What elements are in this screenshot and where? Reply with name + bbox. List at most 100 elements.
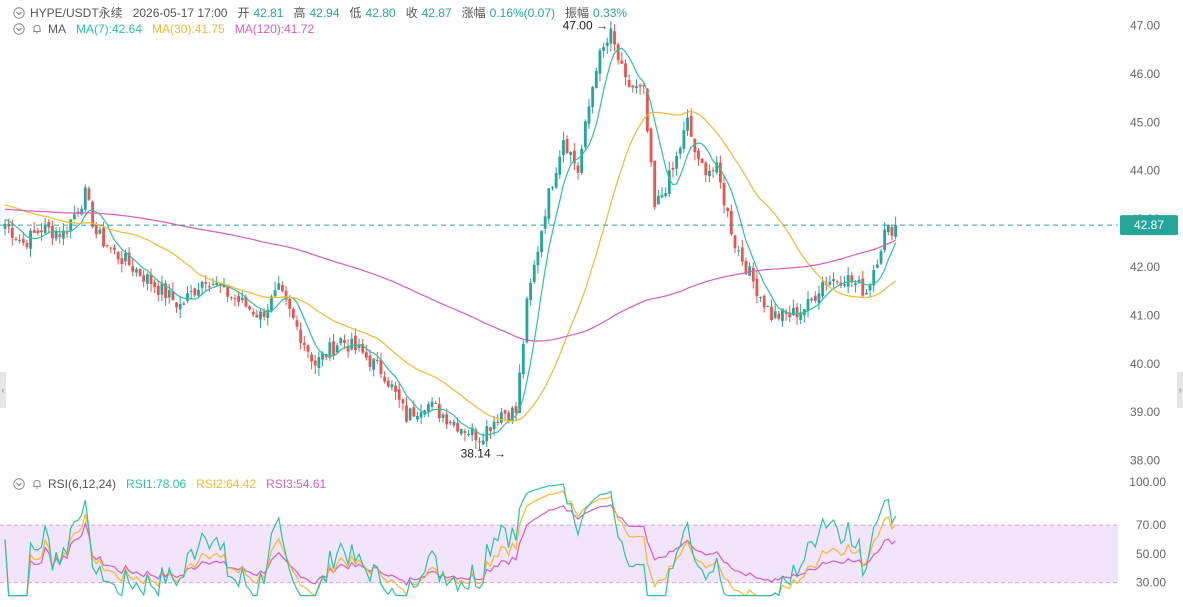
candle-body: [562, 140, 565, 155]
candle-body: [368, 355, 372, 367]
candle-body: [120, 258, 124, 265]
candle-body: [149, 274, 153, 285]
candle-body: [616, 44, 620, 61]
candle-body: [496, 421, 500, 423]
close-value: 42.87: [421, 5, 452, 20]
candle-body: [682, 130, 686, 149]
candle-body: [514, 406, 518, 413]
chevron-down-icon[interactable]: [12, 477, 26, 491]
candle-body: [299, 329, 303, 343]
bell-icon[interactable]: [30, 477, 44, 491]
candle-body: [773, 311, 777, 319]
chevron-down-icon[interactable]: [12, 6, 26, 20]
candle-body: [127, 252, 131, 266]
candle-body: [237, 295, 240, 303]
candle-body: [492, 421, 496, 430]
candle-body: [397, 389, 401, 400]
candle-body: [817, 293, 821, 304]
candle-body: [135, 269, 138, 273]
ma7-line: [4, 47, 897, 436]
candle-body: [14, 238, 18, 240]
change-label: 涨幅: [461, 6, 486, 20]
candle-body: [350, 338, 354, 350]
amplitude-label: 振幅: [565, 6, 590, 20]
candle-body: [894, 225, 897, 237]
candle-body: [521, 343, 525, 375]
candle-body: [401, 399, 405, 404]
candle-body: [525, 298, 529, 343]
candle-body: [748, 266, 751, 276]
rsi-tick-label: 70.00: [1136, 518, 1166, 532]
ma7-value: MA(7):42.64: [76, 22, 143, 36]
candle-body: [671, 167, 675, 170]
candle-body: [343, 340, 346, 344]
candle-body: [62, 230, 65, 239]
candle-body: [284, 290, 288, 300]
candle-body: [510, 407, 514, 422]
candle-body: [879, 251, 883, 264]
candle-body: [405, 405, 408, 422]
candle-body: [722, 183, 726, 206]
candle-body: [875, 264, 879, 268]
candle-body: [591, 86, 595, 107]
scroll-left-handle[interactable]: ‹: [0, 372, 6, 408]
rsi3-value: RSI3:54.61: [266, 477, 327, 491]
candle-body: [635, 86, 638, 88]
candle-body: [686, 117, 689, 131]
candle-body: [379, 359, 383, 375]
candle-body: [872, 270, 876, 286]
candle-body: [390, 384, 394, 388]
candle-body: [233, 298, 237, 300]
candle-body: [678, 148, 682, 154]
candle-body: [467, 433, 470, 436]
chevron-down-icon[interactable]: [12, 22, 26, 36]
price-tick-label: 40.00: [1130, 357, 1160, 371]
candle-body: [346, 345, 350, 352]
candle-body: [109, 247, 113, 249]
candle-body: [386, 380, 390, 387]
price-tick-label: 42.00: [1130, 260, 1160, 274]
candle-body: [470, 427, 474, 435]
candle-body: [463, 431, 467, 434]
candle-body: [182, 303, 186, 305]
symbol-label: HYPE/USDT永续: [30, 6, 123, 20]
candle-body: [321, 352, 324, 360]
candle-body: [613, 31, 616, 45]
candle-body: [664, 193, 668, 196]
candle-body: [215, 282, 219, 286]
candle-body: [229, 297, 233, 299]
candle-body: [361, 343, 365, 353]
change-value: 0.16%(0.07): [489, 5, 556, 20]
candle-body: [821, 281, 824, 297]
candle-body: [832, 279, 835, 282]
candle-body: [145, 274, 149, 284]
candle-body: [189, 290, 193, 292]
candle-body: [266, 309, 270, 318]
candle-body: [700, 158, 704, 163]
low-label: 低: [349, 6, 362, 20]
rsi-legend: RSI(6,12,24) RSI1:78.06 RSI2:64.42 RSI3:…: [12, 477, 326, 491]
candle-body: [704, 162, 708, 176]
candle-body: [573, 150, 576, 164]
bell-icon[interactable]: [30, 22, 44, 36]
candle-body: [587, 106, 591, 124]
candle-body: [156, 285, 160, 295]
moving-averages: [4, 47, 897, 436]
candle-body: [744, 260, 748, 275]
candle-body: [755, 278, 759, 297]
candle-body: [485, 426, 489, 442]
rsi2-value: RSI2:64.42: [196, 477, 257, 491]
scroll-right-handle[interactable]: ›: [1177, 372, 1183, 408]
candle-body: [456, 422, 459, 432]
ma30-value: MA(30):41.75: [152, 22, 225, 36]
rsi-tick-label: 50.00: [1136, 547, 1166, 561]
price-tick-label: 44.00: [1130, 164, 1160, 178]
candle-body: [843, 284, 846, 286]
price-axis: 47.0046.0045.0044.0043.0042.0041.0040.00…: [1129, 19, 1166, 590]
rsi-band-fill: [0, 525, 1118, 583]
candle-body: [638, 84, 642, 87]
price-tick-label: 41.00: [1130, 308, 1160, 322]
candle-body: [799, 312, 803, 320]
candle-body: [594, 70, 598, 89]
